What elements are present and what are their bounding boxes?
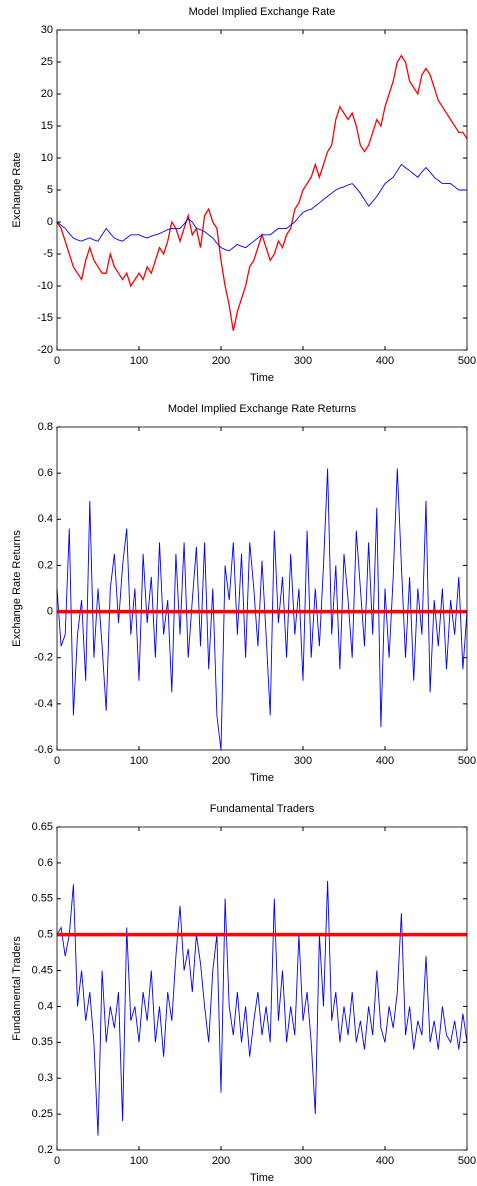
x-tick-label: 300 — [294, 755, 312, 767]
y-tick-label: 0.4 — [38, 1000, 53, 1012]
y-axis-label: Exchange Rate Returns — [11, 530, 23, 647]
x-tick-label: 0 — [54, 755, 60, 767]
x-tick-label: 100 — [130, 1155, 148, 1167]
y-tick-label: 0.6 — [38, 857, 53, 869]
y-tick-label: 0.2 — [38, 1144, 53, 1156]
x-tick-label: 500 — [458, 755, 476, 767]
y-tick-label: 0.4 — [38, 513, 53, 525]
x-axis-label: Time — [250, 372, 274, 384]
y-tick-label: 5 — [47, 184, 53, 196]
x-tick-label: 500 — [458, 355, 476, 367]
data-line — [56, 880, 468, 1136]
plot-area — [57, 427, 467, 750]
y-tick-label: 0.55 — [32, 893, 53, 905]
x-tick-label: 200 — [212, 755, 230, 767]
y-tick-label: 0.35 — [32, 1036, 53, 1048]
plot-area — [57, 30, 467, 350]
y-tick-label: 0.8 — [38, 421, 53, 433]
axes-box — [56, 426, 468, 751]
y-tick-label: 20 — [41, 88, 53, 100]
x-axis-label: Time — [250, 772, 274, 784]
y-tick-label: 15 — [41, 120, 53, 132]
axes-box — [56, 826, 468, 1151]
axes-box — [56, 29, 468, 351]
x-tick-label: 0 — [54, 355, 60, 367]
y-tick-label: 0.45 — [32, 964, 53, 976]
y-tick-label: -0.6 — [34, 744, 53, 756]
y-tick-label: -15 — [37, 312, 53, 324]
y-tick-label: -0.2 — [34, 652, 53, 664]
y-tick-label: 10 — [41, 152, 53, 164]
y-tick-label: 0.65 — [32, 821, 53, 833]
x-tick-label: 200 — [212, 355, 230, 367]
y-tick-label: 0 — [47, 216, 53, 228]
plot-area — [57, 827, 467, 1150]
data-line — [56, 468, 468, 751]
data-line — [56, 163, 467, 252]
y-tick-label: 0.3 — [38, 1072, 53, 1084]
x-tick-label: 500 — [458, 1155, 476, 1167]
y-tick-label: 25 — [41, 56, 53, 68]
y-axis-label: Exchange Rate — [11, 152, 23, 227]
y-tick-label: 0.2 — [38, 559, 53, 571]
x-tick-label: 400 — [376, 355, 394, 367]
y-tick-label: 0.25 — [32, 1108, 53, 1120]
x-tick-label: 200 — [212, 1155, 230, 1167]
y-axis-label: Fundamental Traders — [11, 936, 23, 1041]
x-tick-label: 400 — [376, 1155, 394, 1167]
y-tick-label: -5 — [43, 248, 53, 260]
y-tick-label: 30 — [41, 24, 53, 36]
x-tick-label: 300 — [294, 1155, 312, 1167]
chart-title: Fundamental Traders — [210, 803, 315, 815]
y-tick-label: 0 — [47, 605, 53, 617]
y-tick-label: -20 — [37, 344, 53, 356]
x-tick-label: 0 — [54, 1155, 60, 1167]
y-tick-label: 0.5 — [38, 929, 53, 941]
chart-title: Model Implied Exchange Rate Returns — [168, 403, 357, 415]
x-tick-label: 100 — [130, 355, 148, 367]
x-tick-label: 300 — [294, 355, 312, 367]
y-tick-label: 0.6 — [38, 467, 53, 479]
x-tick-label: 100 — [130, 755, 148, 767]
chart-title: Model Implied Exchange Rate — [189, 6, 336, 18]
x-axis-label: Time — [250, 1172, 274, 1184]
y-tick-label: -0.4 — [34, 698, 53, 710]
y-tick-label: -10 — [37, 280, 53, 292]
x-tick-label: 400 — [376, 755, 394, 767]
